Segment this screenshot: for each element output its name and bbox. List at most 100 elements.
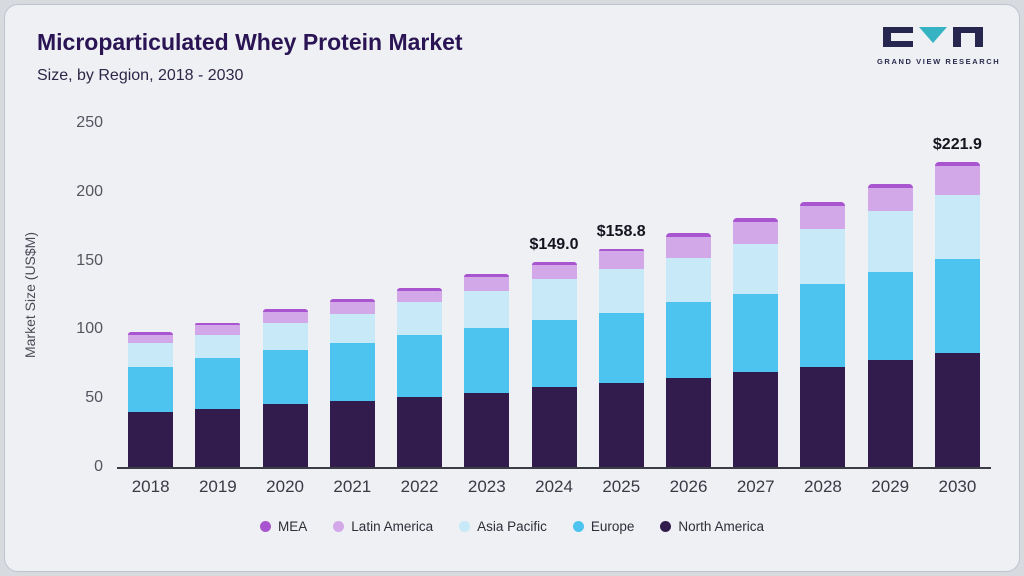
- segment-mea: [598, 248, 644, 252]
- segment-north-america: [128, 412, 174, 467]
- segment-latin-america: [867, 187, 913, 212]
- segment-mea: [464, 274, 510, 278]
- segment-asia-pacific: [733, 244, 779, 294]
- segment-north-america: [329, 401, 375, 467]
- segment-latin-america: [464, 277, 510, 291]
- x-tick-label: 2030: [938, 477, 977, 496]
- stacked-bar-2020: [262, 308, 308, 467]
- segment-mea: [329, 299, 375, 302]
- y-tick-label: 100: [76, 320, 103, 338]
- gvr-logo-icon: [883, 27, 983, 47]
- segment-europe: [867, 271, 913, 360]
- segment-north-america: [800, 366, 846, 467]
- legend-item-europe: Europe: [572, 519, 634, 534]
- segment-latin-america: [262, 311, 308, 323]
- segment-latin-america: [329, 301, 375, 315]
- x-tick-label: 2020: [266, 477, 304, 496]
- legend-label: Latin America: [351, 519, 434, 534]
- x-axis-labels: 2018 2019 2020 2021 2022 2023 2024 2025 2026 2027…: [117, 477, 991, 497]
- segment-north-america: [464, 392, 510, 467]
- segment-mea: [531, 261, 577, 265]
- segment-mea: [800, 201, 846, 206]
- segment-latin-america: [195, 325, 241, 335]
- bar-column: [655, 123, 722, 467]
- segment-north-america: [733, 372, 779, 467]
- chart-plot-area: 0 50 100 150 200 250 $149.0 $158.8 $221.9: [76, 114, 991, 475]
- stacked-bar-2022: [397, 288, 443, 467]
- segment-europe: [262, 350, 308, 404]
- stacked-bar-2027: [733, 218, 779, 467]
- stacked-bar-2019: [195, 322, 241, 467]
- x-tick-label: 2021: [333, 477, 372, 496]
- data-label-2024: $149.0: [529, 235, 579, 253]
- segment-europe: [800, 284, 846, 367]
- stacked-bar-2026: [665, 233, 711, 467]
- stacked-bar-2023: [464, 274, 510, 467]
- x-tick-label: 2022: [400, 477, 439, 496]
- y-axis-title-text: Market Size (US$M): [22, 231, 38, 359]
- segment-north-america: [867, 359, 913, 467]
- data-label-2025: $158.8: [596, 222, 646, 240]
- legend-label: Asia Pacific: [477, 519, 547, 534]
- stacked-bar-2029: [867, 183, 913, 467]
- segment-asia-pacific: [531, 278, 577, 320]
- segment-europe: [128, 366, 174, 412]
- segment-mea: [397, 288, 443, 291]
- stacked-bar-2030: [934, 161, 980, 467]
- x-tick-label: 2023: [467, 477, 506, 496]
- segment-asia-pacific: [598, 268, 644, 313]
- segment-mea: [934, 161, 980, 166]
- segment-north-america: [598, 383, 644, 467]
- segment-europe: [665, 301, 711, 378]
- segment-latin-america: [598, 251, 644, 269]
- x-tick-label: 2027: [736, 477, 775, 496]
- segment-asia-pacific: [665, 257, 711, 302]
- x-tick-label: 2024: [535, 477, 573, 496]
- segment-latin-america: [665, 237, 711, 258]
- bar-column: [588, 123, 655, 467]
- bar-column: [789, 123, 856, 467]
- segment-mea: [195, 322, 241, 326]
- x-tick-label: 2029: [871, 477, 910, 496]
- bar-column: [453, 123, 520, 467]
- legend-item-mea: MEA: [260, 519, 307, 534]
- segment-north-america: [195, 409, 241, 467]
- legend-swatch-icon: [260, 521, 272, 532]
- brand-logo: GRAND VIEW RESEARCH: [877, 25, 999, 66]
- segment-asia-pacific: [329, 314, 375, 344]
- segment-europe: [397, 334, 443, 397]
- segment-mea: [733, 218, 779, 223]
- segment-asia-pacific: [867, 211, 913, 272]
- segment-asia-pacific: [262, 322, 308, 351]
- segment-europe: [329, 343, 375, 401]
- segment-europe: [733, 293, 779, 373]
- bar-column: [319, 123, 386, 467]
- y-tick-label: 0: [94, 458, 103, 475]
- stacked-bar-2021: [329, 299, 375, 467]
- segment-asia-pacific: [397, 301, 443, 335]
- segment-north-america: [262, 403, 308, 467]
- segment-asia-pacific: [800, 229, 846, 285]
- segment-north-america: [397, 396, 443, 467]
- segment-europe: [195, 358, 241, 410]
- x-tick-label: 2018: [131, 477, 170, 496]
- segment-latin-america: [397, 290, 443, 302]
- legend-swatch-icon: [660, 521, 672, 532]
- segment-asia-pacific: [934, 194, 980, 260]
- bar-column: [722, 123, 789, 467]
- segment-north-america: [934, 352, 980, 467]
- bar-column: [251, 123, 318, 467]
- report-card: Microparticulated Whey Protein Market Si…: [4, 4, 1020, 572]
- y-tick-label: 50: [85, 389, 103, 407]
- stacked-bar-2028: [800, 201, 846, 467]
- y-tick-label: 200: [76, 182, 103, 200]
- segment-latin-america: [128, 334, 174, 344]
- legend-swatch-icon: [572, 521, 584, 532]
- chart-legend: MEA Latin America Asia Pacific Europe North …: [5, 519, 1019, 534]
- legend-item-north-america: North America: [660, 519, 764, 534]
- page-title: Microparticulated Whey Protein Market: [37, 29, 463, 55]
- segment-latin-america: [733, 222, 779, 245]
- segment-europe: [464, 328, 510, 393]
- segment-mea: [128, 332, 174, 335]
- stacked-bar-2025: [598, 248, 644, 467]
